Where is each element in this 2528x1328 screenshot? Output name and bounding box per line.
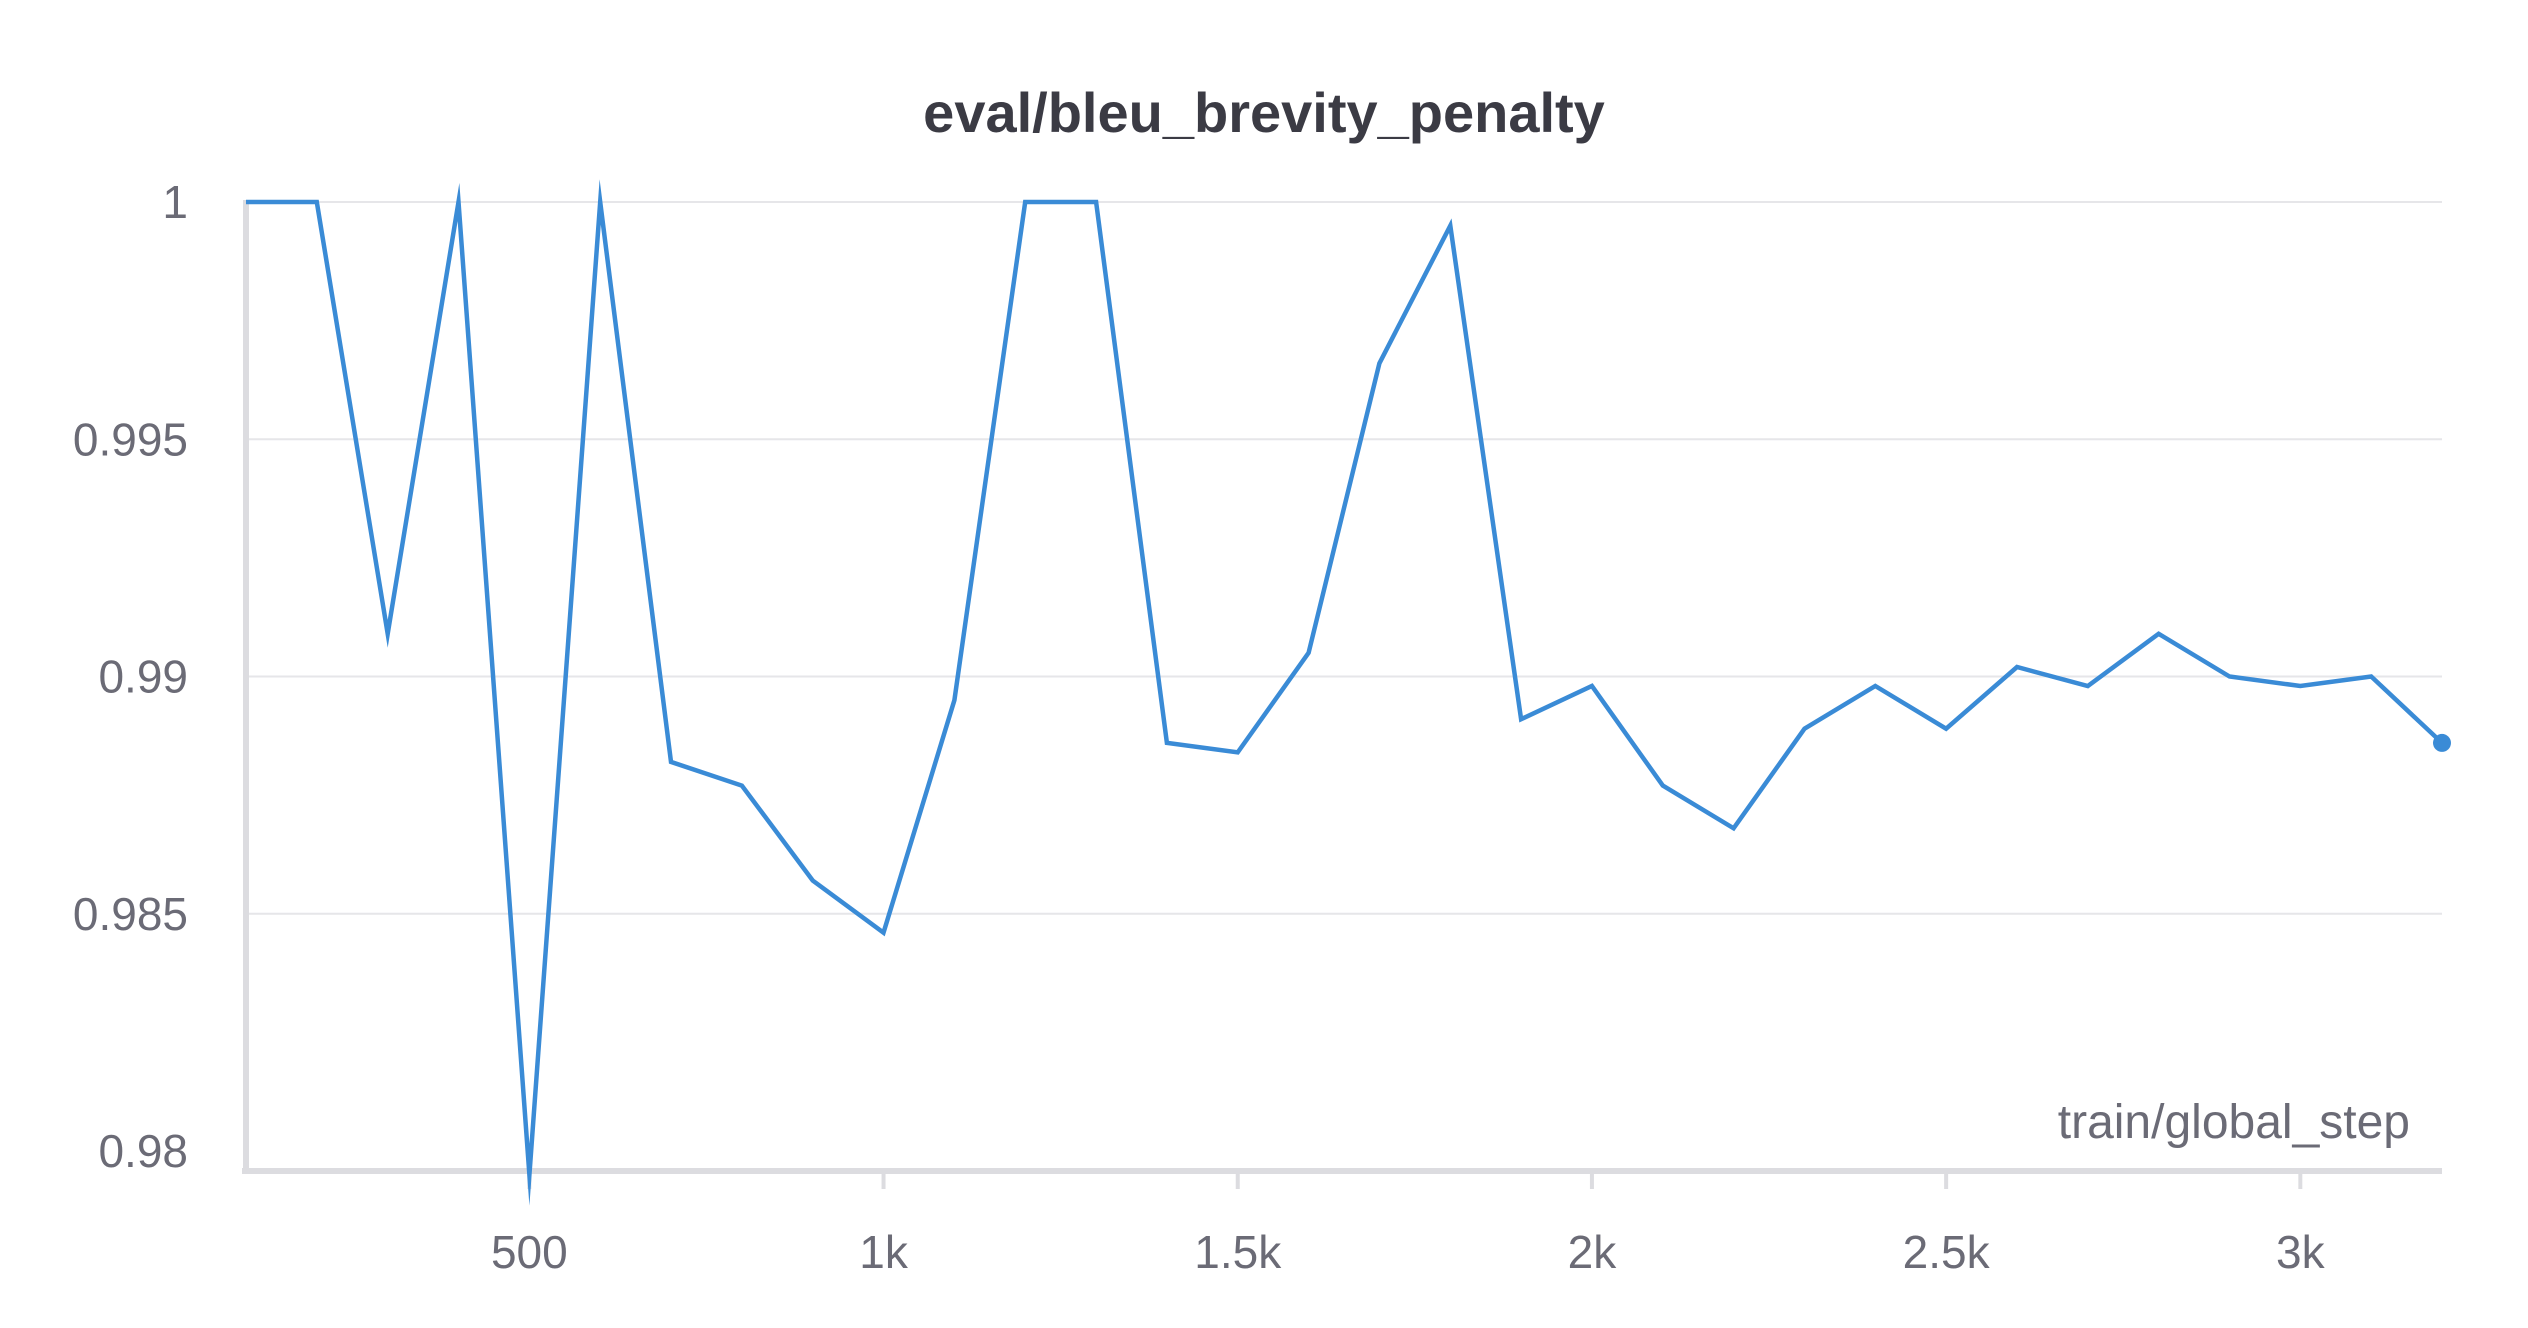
x-tick-label: 1.5k	[1194, 1226, 1282, 1278]
chart-title: eval/bleu_brevity_penalty	[923, 81, 1605, 144]
x-tick-label: 3k	[2276, 1226, 2326, 1278]
y-axis-ticks: 0.98 0.985 0.99 0.995 1	[73, 176, 188, 1177]
x-tick-label: 500	[491, 1226, 568, 1278]
y-tick-label: 0.99	[98, 651, 188, 703]
y-tick-label: 0.98	[98, 1125, 188, 1177]
x-axis-ticks: 500 1k 1.5k 2k 2.5k 3k	[491, 1171, 2326, 1278]
series-group	[246, 179, 2451, 1206]
y-tick-label: 0.995	[73, 413, 188, 465]
x-tick-label: 1k	[859, 1226, 909, 1278]
grid-lines	[246, 201, 2442, 915]
series-line	[246, 179, 2444, 1206]
y-tick-label: 1	[162, 176, 188, 228]
x-tick-label: 2k	[1568, 1226, 1618, 1278]
x-axis-label: train/global_step	[2058, 1096, 2410, 1149]
series-end-point	[2433, 733, 2451, 752]
x-tick-label: 2.5k	[1903, 1226, 1991, 1278]
axes	[242, 200, 2442, 1174]
y-tick-label: 0.985	[73, 888, 188, 940]
